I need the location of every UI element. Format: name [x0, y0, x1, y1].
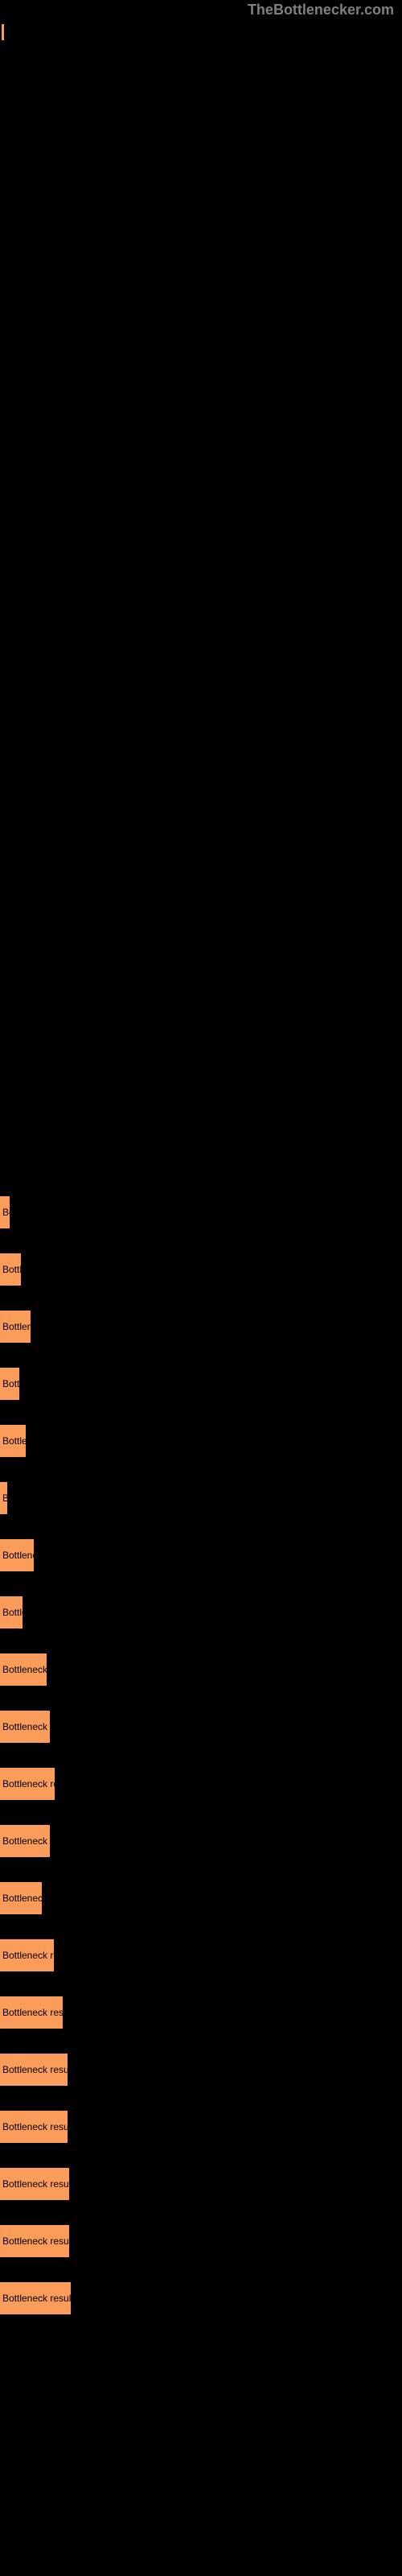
chart-bar: Bottleneck result	[0, 2111, 68, 2143]
chart-row: Bottleneck result	[0, 2212, 402, 2269]
chart-bar: Bottleneck result	[0, 1768, 55, 1800]
chart-bar: Bottleneck result	[0, 1882, 42, 1914]
chart-row: Bottleneck result	[0, 2269, 402, 2326]
chart-row: Bottleneck result	[0, 1869, 402, 1926]
chart-bar: Bottleneck result	[0, 1311, 31, 1343]
chart-row: Bottleneck result	[0, 1355, 402, 1412]
chart-row: Bottleneck result	[0, 1469, 402, 1526]
chart-row: Bottleneck result	[0, 1298, 402, 1355]
chart-bar: Bottleneck result	[0, 1711, 50, 1743]
chart-row: Bottleneck result	[0, 1812, 402, 1869]
chart-bar: Bottleneck result	[0, 2282, 71, 2314]
chart-bar: Bottleneck result	[0, 2225, 69, 2257]
chart-bar: Bottleneck result	[0, 1539, 34, 1571]
site-header: TheBottlenecker.com	[248, 2, 394, 19]
chart-row: Bottleneck result	[0, 2155, 402, 2212]
chart-row: Bottleneck result	[0, 1241, 402, 1298]
chart-bar: Bottleneck result	[0, 1939, 54, 1971]
chart-row: Bottleneck result	[0, 1412, 402, 1469]
chart-bar: Bottleneck result	[0, 1482, 7, 1514]
chart-bar: Bottleneck result	[0, 1653, 47, 1686]
bottleneck-chart: Bottleneck result Bottleneck result Bottle…	[0, 1183, 402, 2326]
chart-row: Bottleneck result	[0, 1698, 402, 1755]
chart-row: Bottleneck result	[0, 2098, 402, 2155]
site-name: TheBottlenecker.com	[248, 2, 394, 18]
chart-row: Bottleneck result	[0, 2041, 402, 2098]
chart-bar: Bottleneck result	[0, 1196, 10, 1228]
chart-row: Bottleneck result	[0, 1926, 402, 1984]
chart-bar: Bottleneck result	[0, 1825, 50, 1857]
chart-row: Bottleneck result	[0, 1583, 402, 1641]
chart-bar: Bottleneck result	[0, 2168, 69, 2200]
chart-bar: Bottleneck result	[0, 1253, 21, 1286]
top-accent-bar	[2, 24, 4, 40]
chart-row: Bottleneck result	[0, 1183, 402, 1241]
chart-row: Bottleneck result	[0, 1984, 402, 2041]
chart-bar: Bottleneck result	[0, 1368, 19, 1400]
chart-row: Bottleneck result	[0, 1526, 402, 1583]
chart-row: Bottleneck result	[0, 1641, 402, 1698]
chart-bar: Bottleneck result	[0, 1425, 26, 1457]
chart-row: Bottleneck result	[0, 1755, 402, 1812]
chart-bar: Bottleneck result	[0, 1996, 63, 2029]
chart-bar: Bottleneck result	[0, 2054, 68, 2086]
chart-bar: Bottleneck result	[0, 1596, 23, 1629]
